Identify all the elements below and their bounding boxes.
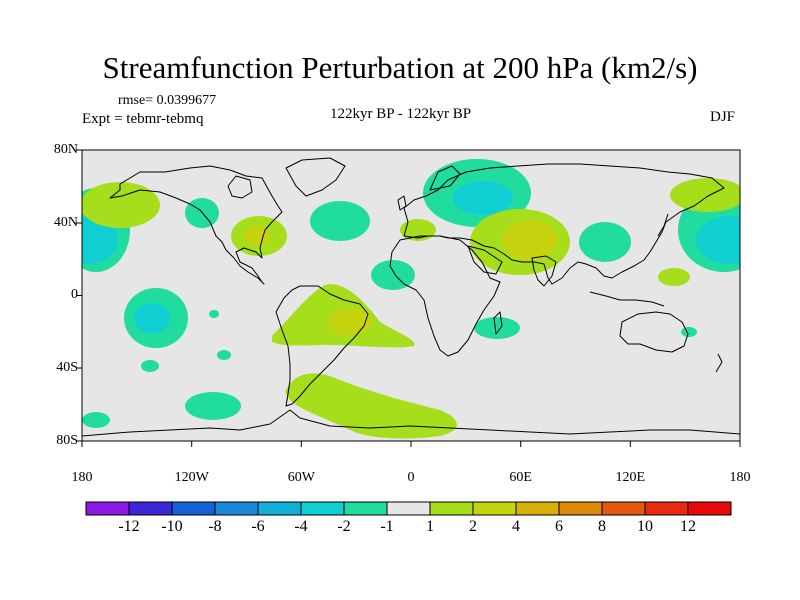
- colorbar-label: -12: [118, 518, 140, 535]
- coastline-indonesia: [589, 291, 665, 307]
- experiment-label: Expt = tebmr-tebmq: [82, 111, 204, 127]
- colorbar-box: [300, 501, 345, 516]
- lon-label-180w: 180: [71, 470, 93, 485]
- colorbar-label: 1: [426, 518, 434, 535]
- coastline-british-isles: [397, 195, 407, 211]
- coastline-south-america: [275, 285, 369, 407]
- colorbar-box: [171, 501, 216, 516]
- contour-npac-west-l2: [82, 216, 118, 264]
- lat-label-80s: 80S: [56, 433, 78, 448]
- colorbar-box: [85, 501, 130, 516]
- lon-label-0: 0: [407, 470, 415, 485]
- rmse-label: rmse= 0.0399677: [118, 93, 217, 108]
- colorbar-box: [644, 501, 689, 516]
- colorbar-label: 4: [512, 518, 520, 535]
- coastline-antarctica: [82, 409, 740, 437]
- axis-ticks: [76, 149, 741, 447]
- colorbar-box: [214, 501, 259, 516]
- contour-china: [579, 222, 631, 262]
- colorbar-box: [687, 501, 732, 516]
- colorbar-label: -1: [380, 518, 394, 535]
- coastlines: [82, 157, 740, 437]
- lat-label-40n: 40N: [53, 215, 78, 230]
- contour-alaska: [82, 182, 160, 228]
- colorbar-box: [558, 501, 603, 516]
- lon-label-120e: 120E: [615, 470, 646, 485]
- lat-label-40s: 40S: [56, 360, 78, 375]
- lon-label-60e: 60E: [509, 470, 532, 485]
- lon-label-120w: 120W: [174, 470, 209, 485]
- contour-russia-l2: [453, 181, 513, 215]
- contour-southern-ocean: [285, 373, 457, 439]
- lat-label-80n: 80N: [53, 142, 78, 157]
- colorbar-label: 10: [637, 518, 653, 535]
- contour-npac-east-l2: [696, 216, 740, 264]
- coastline-arabia: [467, 245, 503, 275]
- lon-label-180e: 180: [729, 470, 751, 485]
- colorbar-box: [429, 501, 474, 516]
- contour-atlantic: [310, 201, 370, 241]
- colorbar-label: -4: [294, 518, 308, 535]
- colorbar-label: -8: [208, 518, 222, 535]
- colorbar-label: -2: [337, 518, 351, 535]
- contour-eastern-us-l2: [244, 226, 270, 246]
- coastline-scandinavia: [429, 165, 461, 191]
- colorbar-label: -10: [161, 518, 183, 535]
- coastline-new-zealand: [715, 353, 723, 373]
- lat-label-0: 0: [71, 287, 78, 302]
- lon-label-60w: 60W: [287, 470, 315, 485]
- contour-small-1: [209, 310, 219, 318]
- coastline-australia: [619, 311, 689, 353]
- contour-west-africa: [371, 260, 415, 290]
- contour-se-pacific: [185, 392, 241, 420]
- colorbar-label: 6: [555, 518, 563, 535]
- colorbar-label: -6: [251, 518, 265, 535]
- colorbar-box: [128, 501, 173, 516]
- colorbar-box: [257, 501, 302, 516]
- season-label: DJF: [710, 109, 736, 125]
- coastline-africa: [389, 235, 501, 357]
- colorbar-box: [472, 501, 517, 516]
- chart-title: Streamfunction Perturbation at 200 hPa (…: [102, 50, 698, 85]
- colorbar-label: 2: [469, 518, 477, 535]
- colorbar-box: [386, 501, 431, 516]
- coastline-hudson-bay: [227, 175, 253, 199]
- colorbar-label: 8: [598, 518, 606, 535]
- contour-asia-l2: [502, 220, 558, 260]
- contour-ross-sea: [82, 412, 110, 428]
- coastline-north-america: [109, 165, 283, 285]
- contour-madagascar: [474, 317, 520, 339]
- coastline-madagascar: [493, 311, 503, 335]
- colorbar-box: [515, 501, 560, 516]
- colorbar-label: 12: [680, 518, 696, 535]
- coastline-eurasia: [403, 163, 725, 285]
- contour-coral-sea: [681, 327, 697, 337]
- colorbar-boxes: [85, 501, 732, 516]
- coastline-greenland: [285, 157, 346, 197]
- colorbar-box: [601, 501, 646, 516]
- contour-west-pacific: [658, 268, 690, 286]
- contour-small-2: [217, 350, 231, 360]
- map-background: [82, 150, 740, 441]
- coastline-japan: [657, 213, 669, 237]
- colorbar-box: [343, 501, 388, 516]
- coastline-india: [531, 255, 557, 287]
- contour-small-3: [141, 360, 159, 372]
- chart-subtitle: 122kyr BP - 122kyr BP: [330, 106, 472, 122]
- contour-south-pacific-l2: [134, 303, 170, 333]
